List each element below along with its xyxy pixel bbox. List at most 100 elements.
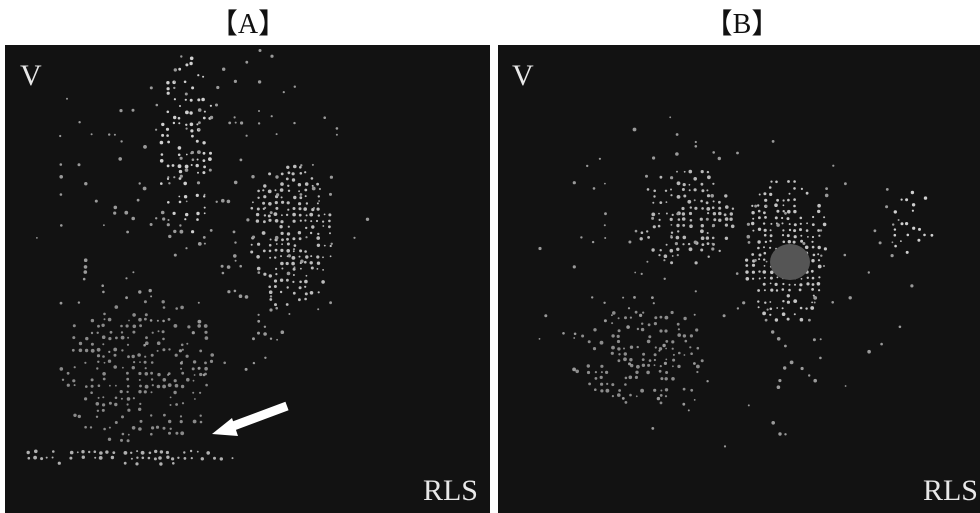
dot: [612, 311, 616, 315]
dot: [132, 366, 135, 369]
dot: [758, 210, 761, 213]
dot: [304, 261, 307, 264]
dot: [637, 346, 639, 348]
dot: [154, 450, 157, 453]
dot: [270, 55, 273, 58]
dot: [120, 439, 123, 442]
dot: [96, 367, 98, 369]
dot: [599, 158, 601, 160]
dot: [321, 280, 325, 284]
dot: [127, 337, 129, 339]
dot: [90, 391, 93, 394]
dot: [635, 230, 638, 233]
dot: [769, 301, 771, 303]
dot: [304, 286, 306, 288]
dot: [185, 63, 188, 66]
dot: [782, 312, 786, 316]
dot: [658, 350, 660, 352]
dot: [776, 289, 778, 291]
dot: [718, 207, 721, 210]
dot: [688, 243, 690, 245]
dot: [624, 352, 627, 355]
dot: [191, 135, 194, 138]
dot: [775, 318, 778, 321]
dot: [124, 451, 128, 455]
dot: [654, 359, 656, 361]
dot: [751, 222, 754, 225]
dot: [118, 157, 122, 161]
dot: [655, 346, 657, 348]
dot: [300, 260, 304, 264]
dot: [84, 258, 88, 262]
dot: [152, 384, 154, 386]
dot: [120, 390, 123, 393]
dot: [91, 378, 94, 381]
dot: [672, 359, 675, 362]
dot: [687, 200, 691, 204]
dot: [635, 311, 638, 314]
dot: [782, 300, 784, 302]
dot: [769, 193, 772, 196]
dot: [180, 362, 183, 365]
dot: [665, 359, 667, 361]
dot: [293, 207, 296, 210]
dot: [323, 116, 326, 119]
dot: [149, 289, 152, 292]
dot: [312, 164, 314, 166]
dot: [90, 426, 92, 428]
dot: [279, 225, 282, 228]
dot: [270, 338, 272, 340]
dot: [170, 404, 172, 406]
dot: [97, 325, 100, 328]
dot: [653, 389, 656, 392]
dot: [611, 334, 614, 337]
dot: [84, 426, 87, 429]
dot: [318, 195, 320, 197]
dot: [178, 196, 180, 198]
dot: [764, 277, 766, 279]
dot: [127, 344, 129, 346]
dot: [305, 182, 309, 186]
dot: [108, 360, 111, 363]
dot: [912, 203, 915, 206]
dot: [677, 230, 679, 232]
dot: [102, 291, 105, 294]
dot: [150, 372, 153, 375]
dot: [178, 164, 182, 168]
dot: [684, 354, 686, 356]
dot: [269, 298, 272, 301]
dot: [177, 457, 179, 459]
dot: [184, 195, 187, 198]
dot: [294, 266, 296, 268]
dot: [167, 374, 169, 376]
dot: [158, 330, 160, 332]
dot: [160, 159, 164, 163]
dot: [113, 365, 117, 369]
dot: [293, 165, 297, 169]
panel-a-title: 【A】: [210, 8, 286, 40]
dot: [144, 356, 146, 358]
dot: [757, 289, 760, 292]
dot: [97, 361, 99, 363]
dot: [203, 195, 205, 197]
dot: [203, 159, 206, 162]
dot: [718, 212, 722, 216]
dot: [776, 199, 779, 202]
dot: [258, 314, 260, 316]
dot: [180, 420, 183, 423]
dot: [700, 218, 703, 221]
dot: [59, 175, 63, 179]
dot: [161, 153, 164, 156]
dot: [215, 104, 218, 107]
dot: [213, 457, 216, 460]
dot: [635, 376, 638, 379]
dot: [306, 275, 308, 277]
dot: [801, 367, 804, 370]
dot: [670, 235, 672, 237]
dot: [695, 328, 698, 331]
dot: [276, 133, 278, 135]
dot: [119, 109, 122, 112]
dot: [766, 261, 768, 263]
dot: [611, 383, 614, 386]
dot: [299, 249, 302, 252]
